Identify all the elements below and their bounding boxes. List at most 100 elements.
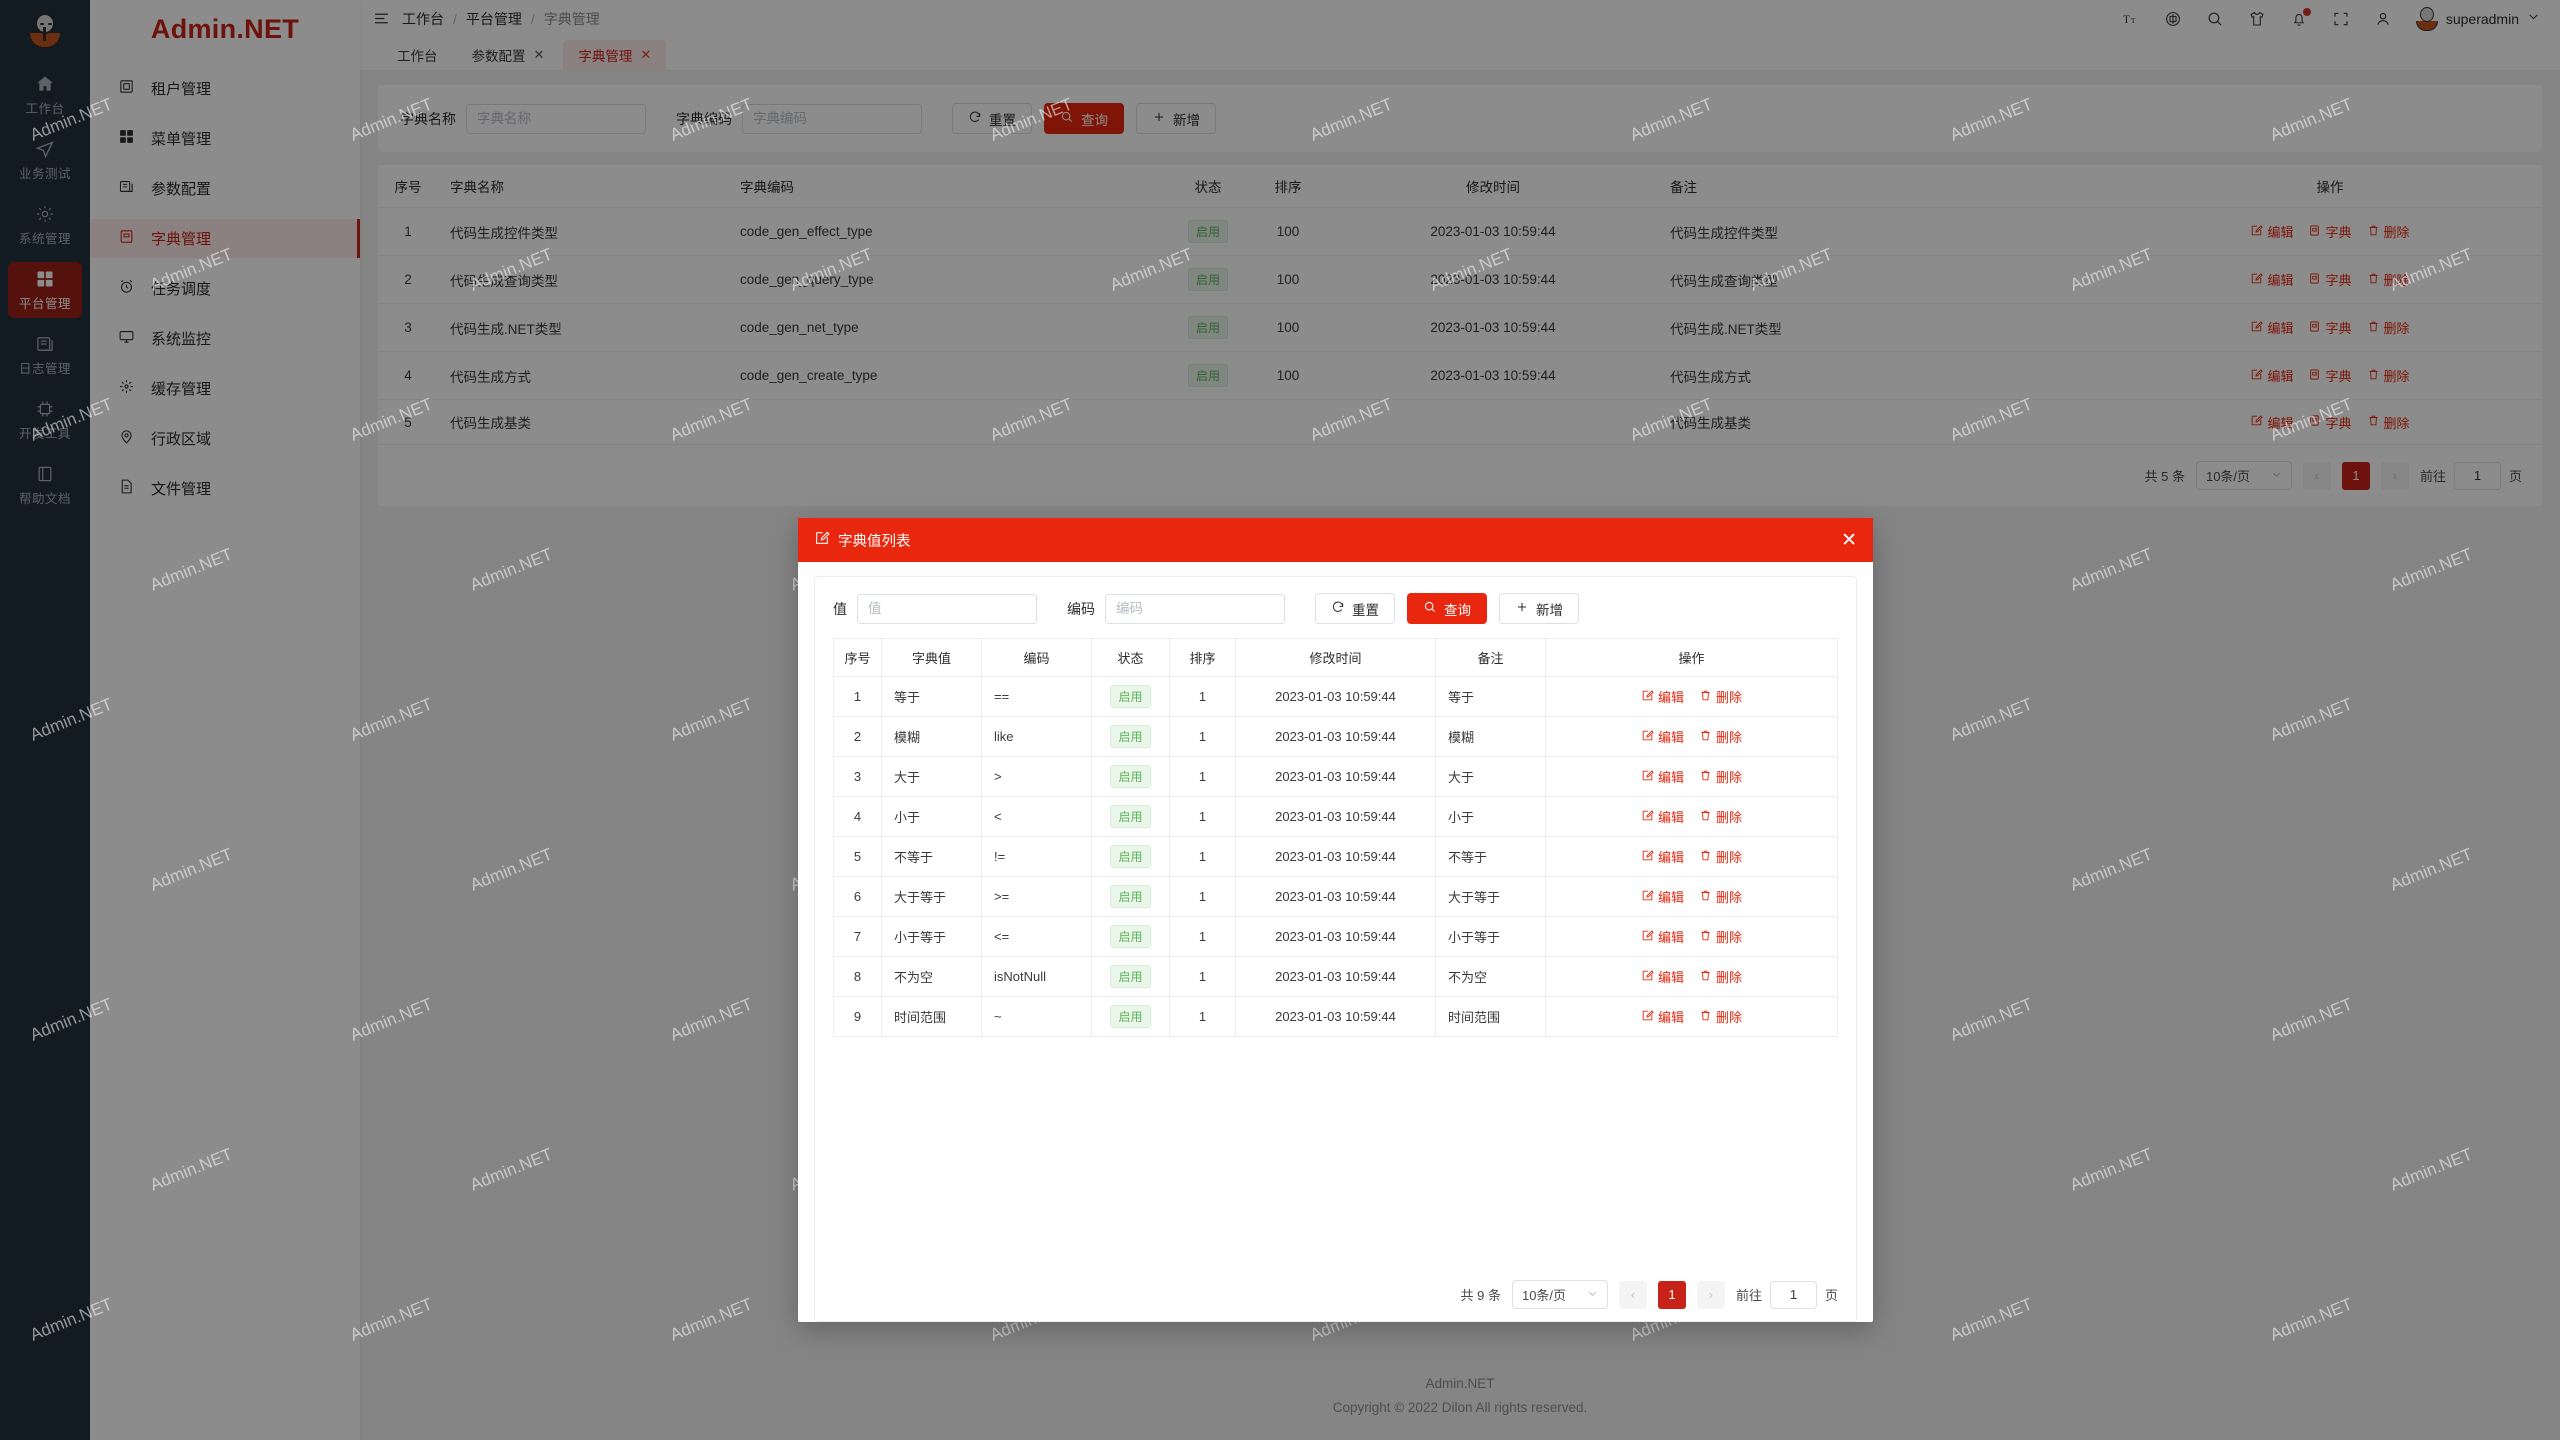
sidebar-item-menu[interactable]: 菜单管理: [90, 119, 360, 158]
modal-prev-page-button[interactable]: ‹: [1618, 1280, 1647, 1309]
modal-page-number-1[interactable]: 1: [1657, 1280, 1686, 1309]
op-删除[interactable]: 删除: [1699, 1007, 1742, 1026]
op-编辑[interactable]: 编辑: [2250, 366, 2293, 385]
op-删除[interactable]: 删除: [1699, 727, 1742, 746]
op-字典[interactable]: 字典: [2308, 222, 2352, 241]
op-编辑[interactable]: 编辑: [1641, 727, 1684, 746]
op-字典[interactable]: 字典: [2308, 318, 2352, 337]
op-编辑[interactable]: 编辑: [1641, 1007, 1684, 1026]
modal-value-input[interactable]: [857, 593, 1037, 624]
op-编辑[interactable]: 编辑: [1641, 927, 1684, 946]
rail-item-business-test[interactable]: 业务测试: [8, 132, 82, 188]
jump-input[interactable]: [2453, 461, 2501, 490]
next-page-button[interactable]: ›: [2380, 461, 2409, 490]
table-row[interactable]: 6 大于等于 >= 启用 1 2023-01-03 10:59:44 大于等于 编辑 删除: [833, 876, 1838, 917]
sidebar-item-cache[interactable]: 缓存管理: [90, 369, 360, 408]
modal-next-page-button[interactable]: ›: [1696, 1280, 1725, 1309]
tab-params[interactable]: 参数配置 ✕: [457, 40, 560, 70]
dict-code-input[interactable]: [742, 103, 922, 134]
modal-reset-button[interactable]: 重置: [1315, 593, 1395, 624]
language-icon[interactable]: [2164, 10, 2182, 28]
reset-button[interactable]: 重置: [952, 103, 1032, 134]
op-编辑[interactable]: 编辑: [2250, 222, 2293, 241]
table-row[interactable]: 4 小于 < 启用 1 2023-01-03 10:59:44 小于 编辑 删除: [833, 796, 1838, 837]
op-删除[interactable]: 删除: [2367, 366, 2410, 385]
op-删除[interactable]: 删除: [1699, 967, 1742, 986]
hamburger-icon[interactable]: [373, 10, 390, 27]
table-row[interactable]: 3 代码生成.NET类型 code_gen_net_type 启用 100 2023-01…: [378, 303, 2542, 352]
sidebar-item-params[interactable]: 参数配置: [90, 169, 360, 208]
rail-item-workbench[interactable]: 工作台: [8, 67, 82, 123]
table-row[interactable]: 1 等于 == 启用 1 2023-01-03 10:59:44 等于 编辑 删除: [833, 676, 1838, 717]
op-编辑[interactable]: 编辑: [1641, 767, 1684, 786]
breadcrumb-item-1[interactable]: 平台管理: [465, 10, 522, 27]
tab-close-icon[interactable]: ✕: [640, 47, 652, 62]
sidebar-item-tenant[interactable]: 租户管理: [90, 69, 360, 108]
tab-workbench[interactable]: 工作台: [382, 40, 453, 70]
modal-add-button[interactable]: 新增: [1499, 593, 1579, 624]
op-删除[interactable]: 删除: [2367, 270, 2410, 289]
user-menu[interactable]: superadmin: [2415, 6, 2540, 31]
op-编辑[interactable]: 编辑: [1641, 847, 1684, 866]
fullscreen-icon[interactable]: [2332, 10, 2350, 28]
op-编辑[interactable]: 编辑: [1641, 807, 1684, 826]
table-row[interactable]: 5 不等于 != 启用 1 2023-01-03 10:59:44 不等于 编辑 删除: [833, 836, 1838, 877]
modal-query-button[interactable]: 查询: [1407, 593, 1487, 624]
op-字典[interactable]: 字典: [2308, 270, 2352, 289]
sidebar-item-files[interactable]: 文件管理: [90, 469, 360, 508]
op-编辑[interactable]: 编辑: [1641, 887, 1684, 906]
tab-dictionary[interactable]: 字典管理 ✕: [563, 40, 667, 70]
rail-item-platform[interactable]: 平台管理: [8, 262, 82, 318]
op-字典[interactable]: 字典: [2308, 413, 2352, 432]
op-编辑[interactable]: 编辑: [1641, 687, 1684, 706]
bell-icon[interactable]: [2290, 7, 2311, 28]
close-icon[interactable]: ✕: [1841, 529, 1857, 551]
op-删除[interactable]: 删除: [1699, 847, 1742, 866]
sidebar-item-monitor[interactable]: 系统监控: [90, 319, 360, 358]
tab-close-icon[interactable]: ✕: [533, 47, 545, 62]
op-编辑[interactable]: 编辑: [2250, 413, 2293, 432]
table-row[interactable]: 5 代码生成基类 代码生成基类 编辑 字典 删除: [378, 399, 2542, 445]
rail-item-devtools[interactable]: 开发工具: [8, 392, 82, 448]
sidebar-item-scheduler[interactable]: 任务调度: [90, 269, 360, 308]
op-编辑[interactable]: 编辑: [2250, 270, 2293, 289]
op-删除[interactable]: 删除: [2367, 318, 2410, 337]
table-row[interactable]: 7 小于等于 <= 启用 1 2023-01-03 10:59:44 小于等于 编辑 删除: [833, 916, 1838, 957]
app-logo[interactable]: [0, 0, 90, 58]
rail-item-system[interactable]: 系统管理: [8, 197, 82, 253]
op-删除[interactable]: 删除: [1699, 807, 1742, 826]
table-row[interactable]: 2 代码生成查询类型 code_gen_query_type 启用 100 2023-01…: [378, 255, 2542, 304]
prev-page-button[interactable]: ‹: [2302, 461, 2331, 490]
op-编辑[interactable]: 编辑: [2250, 318, 2293, 337]
op-删除[interactable]: 删除: [1699, 887, 1742, 906]
op-删除[interactable]: 删除: [2367, 413, 2410, 432]
add-button[interactable]: 新增: [1136, 103, 1216, 134]
breadcrumb-item-0[interactable]: 工作台: [402, 10, 444, 27]
page-size-select[interactable]: 10条/页: [2195, 461, 2292, 490]
op-删除[interactable]: 删除: [2367, 222, 2410, 241]
modal-code-input[interactable]: [1105, 593, 1285, 624]
modal-page-size-select[interactable]: 10条/页: [1511, 1280, 1608, 1309]
table-row[interactable]: 2 模糊 like 启用 1 2023-01-03 10:59:44 模糊 编辑 删除: [833, 716, 1838, 757]
table-row[interactable]: 4 代码生成方式 code_gen_create_type 启用 100 2023-01-…: [378, 351, 2542, 400]
modal-jump-input[interactable]: [1769, 1280, 1817, 1309]
op-字典[interactable]: 字典: [2308, 366, 2352, 385]
theme-shirt-icon[interactable]: [2248, 10, 2266, 28]
op-删除[interactable]: 删除: [1699, 767, 1742, 786]
sidebar-item-dictionary[interactable]: 字典管理: [90, 219, 360, 258]
page-number-1[interactable]: 1: [2341, 461, 2370, 490]
dict-name-input[interactable]: [466, 103, 646, 134]
rail-item-logs[interactable]: 日志管理: [8, 327, 82, 383]
op-编辑[interactable]: 编辑: [1641, 967, 1684, 986]
op-删除[interactable]: 删除: [1699, 687, 1742, 706]
query-button[interactable]: 查询: [1044, 103, 1124, 134]
op-删除[interactable]: 删除: [1699, 927, 1742, 946]
search-icon[interactable]: [2206, 10, 2224, 28]
sidebar-item-region[interactable]: 行政区域: [90, 419, 360, 458]
table-row[interactable]: 3 大于 > 启用 1 2023-01-03 10:59:44 大于 编辑 删除: [833, 756, 1838, 797]
user-icon[interactable]: [2374, 10, 2392, 28]
table-row[interactable]: 1 代码生成控件类型 code_gen_effect_type 启用 100 2023-0…: [378, 207, 2542, 256]
table-row[interactable]: 8 不为空 isNotNull 启用 1 2023-01-03 10:59:44 不为空 编辑…: [833, 956, 1838, 997]
rail-item-help[interactable]: 帮助文档: [8, 457, 82, 513]
